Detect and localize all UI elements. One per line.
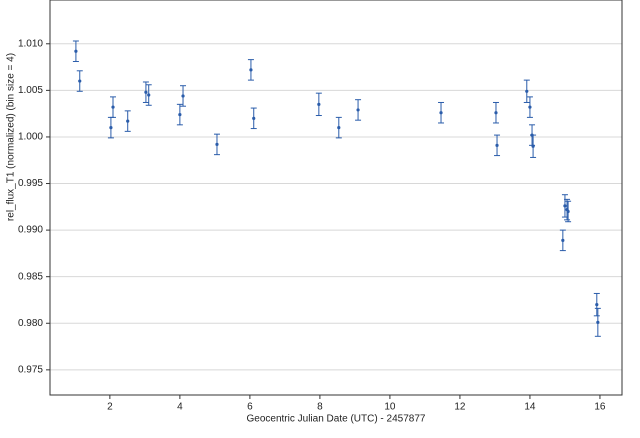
point [595, 303, 599, 307]
x-tick-label: 8 [317, 402, 323, 413]
point [252, 116, 256, 120]
x-tick-label: 4 [177, 402, 183, 413]
point [337, 126, 341, 130]
point [531, 144, 535, 148]
point [126, 119, 130, 123]
point [596, 320, 600, 324]
point [109, 126, 113, 130]
point [215, 142, 219, 146]
x-tick-label: 14 [524, 402, 536, 413]
point [356, 108, 360, 112]
point [249, 68, 253, 72]
point [563, 204, 567, 208]
point [494, 111, 498, 115]
x-axis-label: Geocentric Julian Date (UTC) - 2457877 [247, 414, 426, 425]
point [78, 79, 82, 83]
y-tick-label: 0.980 [18, 318, 43, 329]
x-tick-label: 2 [107, 402, 113, 413]
plot-frame [49, 0, 623, 396]
point [178, 112, 182, 117]
y-tick-label: 0.985 [18, 271, 43, 282]
x-tick-label: 10 [384, 402, 396, 413]
point [144, 90, 148, 94]
point [495, 143, 499, 147]
point [566, 209, 570, 214]
y-tick-label: 1.010 [18, 38, 43, 49]
point [528, 105, 532, 109]
point [439, 111, 443, 115]
point [111, 105, 115, 109]
y-tick-label: 1.005 [18, 85, 43, 96]
point [147, 93, 151, 97]
x-tick-label: 12 [454, 402, 466, 413]
x-tick-label: 16 [594, 402, 606, 413]
y-axis-label: rel_flux_T1 (normalized) (bin size = 4) [6, 53, 17, 221]
point [181, 94, 185, 98]
point [525, 89, 529, 93]
x-tick-label: 6 [247, 402, 253, 413]
y-tick-label: 1.000 [18, 132, 43, 143]
point [74, 49, 78, 53]
y-tick-label: 0.995 [18, 178, 43, 189]
point [317, 102, 321, 106]
point [561, 238, 565, 242]
y-tick-label: 0.975 [18, 364, 43, 375]
y-tick-label: 0.990 [18, 225, 43, 236]
